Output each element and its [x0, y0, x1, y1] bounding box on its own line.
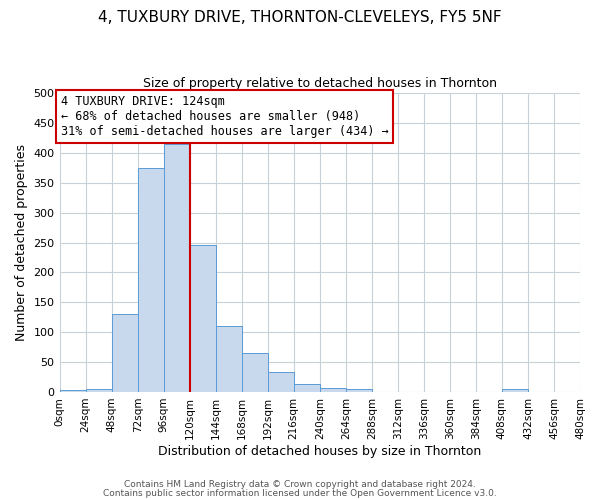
- Text: 4, TUXBURY DRIVE, THORNTON-CLEVELEYS, FY5 5NF: 4, TUXBURY DRIVE, THORNTON-CLEVELEYS, FY…: [98, 10, 502, 25]
- Title: Size of property relative to detached houses in Thornton: Size of property relative to detached ho…: [143, 78, 497, 90]
- Text: 4 TUXBURY DRIVE: 124sqm
← 68% of detached houses are smaller (948)
31% of semi-d: 4 TUXBURY DRIVE: 124sqm ← 68% of detache…: [61, 95, 388, 138]
- X-axis label: Distribution of detached houses by size in Thornton: Distribution of detached houses by size …: [158, 444, 481, 458]
- Text: Contains public sector information licensed under the Open Government Licence v3: Contains public sector information licen…: [103, 490, 497, 498]
- Bar: [164, 144, 190, 392]
- Bar: [59, 390, 86, 392]
- Bar: [137, 168, 164, 392]
- Y-axis label: Number of detached properties: Number of detached properties: [15, 144, 28, 341]
- Bar: [86, 389, 112, 392]
- Bar: [215, 326, 242, 392]
- Bar: [242, 353, 268, 392]
- Bar: [268, 372, 294, 392]
- Bar: [294, 384, 320, 392]
- Bar: [190, 246, 215, 392]
- Bar: [346, 389, 372, 392]
- Bar: [112, 314, 137, 392]
- Text: Contains HM Land Registry data © Crown copyright and database right 2024.: Contains HM Land Registry data © Crown c…: [124, 480, 476, 489]
- Bar: [502, 389, 528, 392]
- Bar: [320, 388, 346, 392]
